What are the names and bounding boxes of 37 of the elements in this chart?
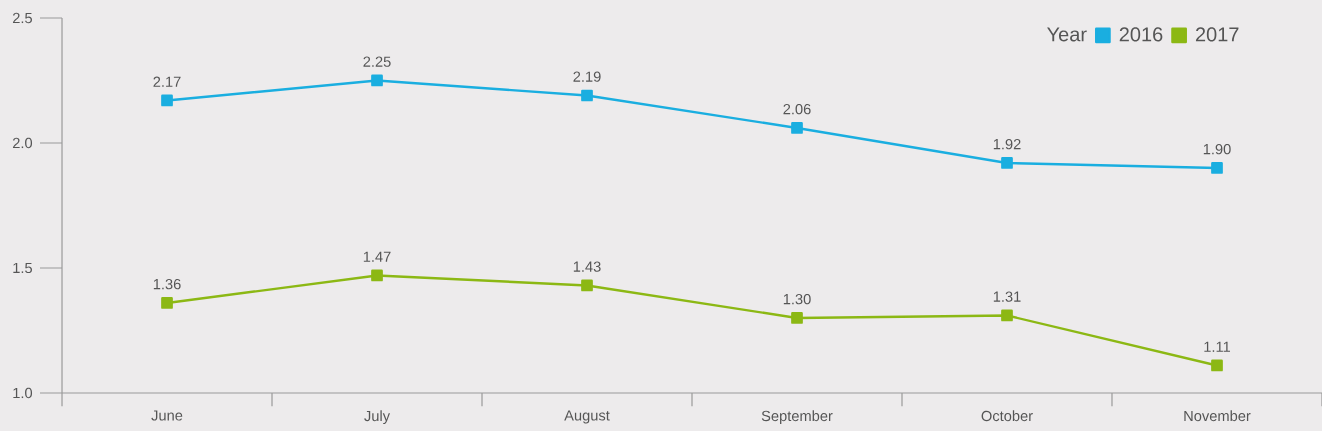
- data-label: 1.30: [783, 293, 811, 305]
- data-label: 1.11: [1204, 341, 1231, 352]
- data-label: 1.92: [993, 138, 1021, 150]
- y-tick-label: 1.5: [13, 262, 32, 274]
- point: [161, 297, 173, 309]
- point: [791, 312, 803, 324]
- data-label: 1.36: [153, 278, 181, 290]
- data-label: 2.06: [783, 103, 811, 115]
- x-tick-label: November: [1184, 410, 1251, 422]
- data-label: 1.31: [993, 291, 1021, 302]
- y-tick-label: 1.0: [13, 387, 33, 399]
- data-label: 2.25: [363, 56, 391, 67]
- data-label: 2.17: [153, 76, 181, 87]
- y-tick-label: 2.0: [12, 137, 33, 149]
- x-tick-label: July: [364, 410, 391, 425]
- point: [791, 122, 803, 134]
- point: [1211, 359, 1223, 372]
- x-tick-label: October: [981, 410, 1033, 422]
- data-label: 1.47: [363, 251, 391, 262]
- x-tick-label: June: [151, 410, 183, 421]
- point: [581, 279, 593, 292]
- x-tick-label: September: [761, 410, 833, 425]
- point: [1001, 157, 1013, 169]
- data-label: 1.90: [1203, 143, 1231, 155]
- y-tick-label: 2.5: [12, 12, 32, 24]
- data-label: 1.43: [573, 261, 601, 272]
- data-label: 2.19: [573, 71, 601, 82]
- legend-title: Year: [1047, 27, 1087, 42]
- point: [581, 89, 593, 102]
- point: [371, 269, 383, 282]
- point: [161, 94, 173, 107]
- legend-label: 2016: [1119, 27, 1163, 42]
- x-tick-label: August: [564, 410, 610, 424]
- point: [1211, 162, 1223, 174]
- point: [371, 74, 383, 87]
- legend-label: 2017: [1195, 27, 1239, 42]
- point: [1001, 309, 1013, 322]
